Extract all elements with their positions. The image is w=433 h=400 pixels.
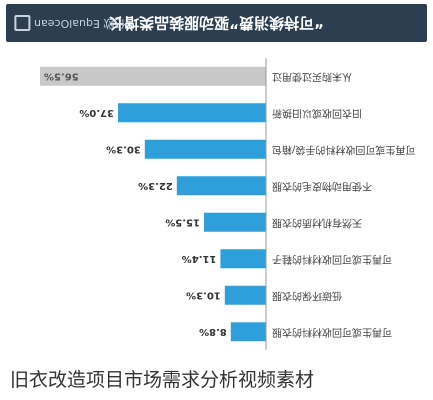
bar-value-label: 15.5% bbox=[165, 216, 200, 227]
category-label: 可再生或可回收材料的衣服 bbox=[272, 326, 392, 339]
bar-value-label: 56.5% bbox=[44, 70, 79, 81]
bar-chart-svg: 56.5% 从未购买过使用过 37.0% 旧衣回收或以旧换新 30.3% 可再生或可回收材… bbox=[40, 58, 415, 350]
bar bbox=[224, 285, 266, 305]
brand-name: 亿欧 EqualOcean bbox=[34, 17, 126, 30]
category-label: 低碳环保的衣服 bbox=[272, 289, 342, 302]
logo-mark-icon bbox=[14, 15, 30, 31]
category-label: 可再生或可回收材料的手袋/箱包 bbox=[272, 143, 415, 156]
bar bbox=[40, 66, 266, 86]
bar bbox=[118, 103, 266, 123]
category-label: 旧衣回收或以旧换新 bbox=[272, 107, 362, 120]
bar-value-label: 22.3% bbox=[138, 180, 173, 191]
bar bbox=[144, 139, 266, 159]
bar-value-label: 30.3% bbox=[106, 143, 141, 154]
bar bbox=[204, 212, 266, 232]
bar-value-label: 8.8% bbox=[199, 326, 227, 337]
bar bbox=[220, 249, 266, 269]
category-label: 从未购买过使用过 bbox=[272, 70, 352, 83]
bar-value-label: 10.3% bbox=[186, 289, 221, 300]
bar-value-label: 37.0% bbox=[79, 107, 114, 118]
bar bbox=[230, 322, 266, 342]
brand-logo: 亿欧 EqualOcean bbox=[14, 4, 125, 42]
bar-value-label: 11.4% bbox=[182, 253, 217, 264]
bars-group: 56.5% 从未购买过使用过 37.0% 旧衣回收或以旧换新 30.3% 可再生或可回收材… bbox=[40, 66, 415, 342]
bar bbox=[176, 176, 266, 196]
bar-chart: 56.5% 从未购买过使用过 37.0% 旧衣回收或以旧换新 30.3% 可再生或可回收材… bbox=[0, 52, 433, 352]
category-label: 天然有机材质的衣服 bbox=[272, 216, 362, 229]
category-label: 可再生或可回收材料的鞋子 bbox=[272, 253, 392, 266]
category-label: 不使用动物皮毛的衣服 bbox=[272, 180, 372, 193]
video-caption: 旧衣改造项目市场需求分析视频素材 bbox=[0, 362, 433, 398]
chart-header: “可持续消费”驱动服装品类增长 亿欧 EqualOcean bbox=[6, 4, 427, 42]
